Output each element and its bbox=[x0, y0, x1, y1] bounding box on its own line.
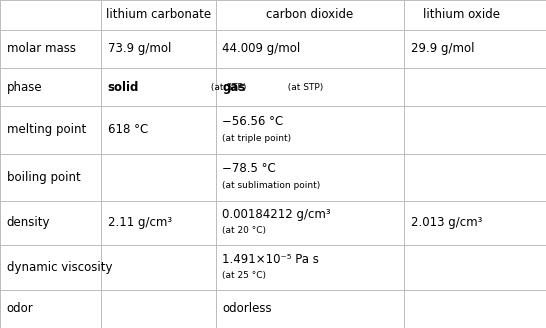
Text: odorless: odorless bbox=[222, 302, 272, 315]
Text: (at STP): (at STP) bbox=[282, 83, 324, 92]
Text: 73.9 g/mol: 73.9 g/mol bbox=[108, 42, 171, 55]
Text: odor: odor bbox=[7, 302, 33, 315]
Text: gas: gas bbox=[222, 81, 246, 94]
Text: (at 25 °C): (at 25 °C) bbox=[222, 271, 266, 280]
Text: carbon dioxide: carbon dioxide bbox=[266, 9, 353, 21]
Text: 2.11 g/cm³: 2.11 g/cm³ bbox=[108, 216, 171, 230]
Text: 0.00184212 g/cm³: 0.00184212 g/cm³ bbox=[222, 209, 331, 221]
Text: boiling point: boiling point bbox=[7, 171, 80, 184]
Text: 44.009 g/mol: 44.009 g/mol bbox=[222, 42, 300, 55]
Text: (at triple point): (at triple point) bbox=[222, 134, 292, 143]
Text: dynamic viscosity: dynamic viscosity bbox=[7, 261, 112, 274]
Text: 2.013 g/cm³: 2.013 g/cm³ bbox=[411, 216, 482, 230]
Text: lithium oxide: lithium oxide bbox=[423, 9, 500, 21]
Text: 29.9 g/mol: 29.9 g/mol bbox=[411, 42, 474, 55]
Text: lithium carbonate: lithium carbonate bbox=[106, 9, 211, 21]
Text: (at 20 °C): (at 20 °C) bbox=[222, 227, 266, 236]
Text: (at STP): (at STP) bbox=[208, 83, 246, 92]
Text: −56.56 °C: −56.56 °C bbox=[222, 115, 283, 128]
Text: (at sublimation point): (at sublimation point) bbox=[222, 181, 321, 190]
Text: molar mass: molar mass bbox=[7, 42, 75, 55]
Text: −78.5 °C: −78.5 °C bbox=[222, 162, 276, 175]
Text: solid: solid bbox=[108, 81, 139, 94]
Text: melting point: melting point bbox=[7, 123, 86, 136]
Text: 618 °C: 618 °C bbox=[108, 123, 148, 136]
Text: 1.491×10⁻⁵ Pa s: 1.491×10⁻⁵ Pa s bbox=[222, 253, 319, 266]
Text: phase: phase bbox=[7, 81, 42, 94]
Text: density: density bbox=[7, 216, 50, 230]
